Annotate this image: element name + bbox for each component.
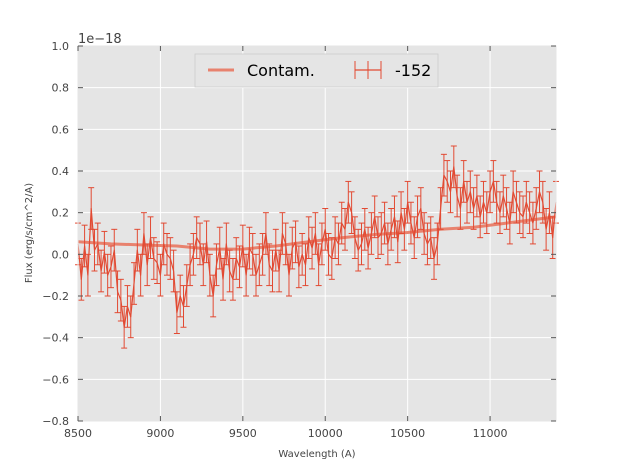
y-tick-label: −0.8 (42, 415, 69, 428)
legend-data-swatch (354, 61, 382, 79)
y-offset-label: 1e−18 (78, 32, 122, 47)
legend-data-label: -152 (395, 61, 431, 80)
x-tick-label: 8500 (64, 427, 92, 440)
y-tick-label: −0.6 (42, 373, 69, 386)
axes-frame (77, 45, 557, 422)
y-tick-label: 0.0 (52, 248, 70, 261)
x-tick-label: 10500 (390, 427, 425, 440)
x-tick-label: 10000 (308, 427, 343, 440)
legend-box (194, 53, 439, 88)
x-tick-label: 11000 (473, 427, 508, 440)
axes-layer: 8500 9000 9500 10000 10500 11000 −0.8 −0.6 −0.4 −… (42, 40, 557, 440)
x-axis-label: Wavelength (A) (278, 449, 355, 460)
y-tick-label: 1.0 (52, 40, 70, 53)
y-tick-label: −0.2 (42, 290, 69, 303)
x-tick-label: 9000 (146, 427, 174, 440)
x-tick-label: 9500 (229, 427, 257, 440)
legend-contam-label: Contam. (247, 61, 315, 80)
series-data-line (77, 166, 557, 328)
y-axis-label: Flux (erg/s/cm^2/A) (24, 183, 35, 283)
y-tick-label: −0.4 (42, 332, 69, 345)
y-tick-label: 0.6 (52, 123, 70, 136)
legend: Contam. -152 (194, 53, 439, 88)
y-tick-label: 0.2 (52, 207, 70, 220)
plot-background (78, 46, 556, 421)
y-tick-label: 0.8 (52, 82, 70, 95)
series-layer (75, 145, 559, 349)
y-tick-label: 0.4 (52, 165, 70, 178)
